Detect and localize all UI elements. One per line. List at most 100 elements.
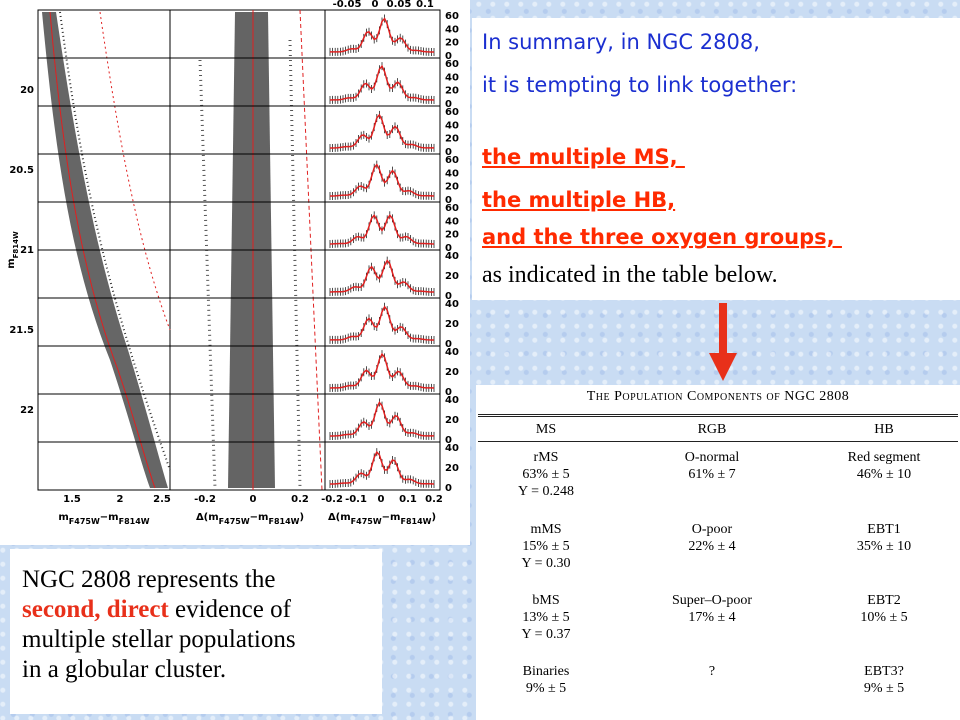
tick-label: 0: [378, 494, 385, 505]
y-axis-label: mF814W: [6, 231, 20, 269]
histogram-fit: [329, 64, 435, 101]
figure: mF814W mF475W−mF814W Δ(mF475W−mF814W) Δ(…: [0, 0, 470, 545]
table-cell: Y = 0.37: [521, 627, 571, 642]
tick-label: 0.2: [425, 494, 443, 505]
label-part: m: [6, 258, 17, 268]
conclusion-line: NGC 2808 represents the: [22, 566, 276, 593]
text: evidence of: [175, 596, 291, 623]
histogram-tick-label: 40: [445, 216, 459, 227]
histogram-fit: [329, 214, 435, 245]
table-cell: bMS: [532, 593, 560, 608]
tick-label: -0.05: [333, 0, 362, 10]
label-part: Δ(m: [196, 512, 219, 523]
histogram-tick-label: 20: [445, 319, 459, 330]
histogram-tick-label: 0: [445, 147, 452, 158]
table-cell: 61% ± 7: [688, 467, 736, 482]
table-cell: EBT1: [867, 522, 901, 537]
fiducial-line: [49, 11, 156, 489]
histogram-tick-label: 40: [445, 72, 459, 83]
histogram-tick-label: 0: [445, 243, 452, 254]
histogram-tick-label: 60: [445, 107, 459, 118]
tick-label: 20.5: [9, 165, 34, 176]
conclusion-line: second, direct evidence of: [22, 595, 382, 625]
histogram-tick-label: 60: [445, 155, 459, 166]
histogram-tick-label: 20: [445, 415, 459, 426]
histogram-tick-label: 20: [445, 38, 459, 49]
label-part: ): [299, 512, 304, 523]
summary-text: In summary, in NGC 2808,: [482, 30, 760, 54]
table-rule: [478, 416, 958, 417]
table-cell: 46% ± 10: [856, 467, 912, 482]
table-cell: O-poor: [691, 522, 733, 537]
histogram-tick-label: 0: [445, 291, 452, 302]
histogram-fit: [329, 113, 435, 149]
label-part: F814W: [119, 517, 150, 526]
histogram-tick-label: 20: [445, 367, 459, 378]
tick-label: 21.5: [9, 325, 34, 336]
x-axis-label: mF475W−mF814W: [58, 512, 149, 526]
label-part: −m: [100, 512, 119, 523]
histogram-tick-label: 20: [445, 86, 459, 97]
histogram-tick-label: 0: [445, 435, 452, 446]
histogram-tick-label: 40: [445, 120, 459, 131]
table-title: The Population Components of NGC 2808: [586, 389, 850, 404]
table-cell: rMS: [533, 450, 559, 465]
histogram-tick-label: 0: [445, 339, 452, 350]
label-part: −m: [382, 512, 401, 523]
histogram-tick-label: 40: [445, 299, 459, 310]
label-part: F475W: [69, 517, 100, 526]
tick-label: 0: [250, 494, 257, 505]
histogram-tick-label: 40: [445, 443, 459, 454]
table-cell: Y = 0.30: [521, 556, 571, 571]
summary-item: the multiple HB,: [482, 188, 676, 212]
tick-label: 20: [20, 85, 34, 96]
label-part: −m: [250, 512, 269, 523]
histogram-tick-label: 60: [445, 59, 459, 70]
x-axis-label: Δ(mF475W−mF814W): [196, 512, 304, 526]
tick-label: 0.1: [416, 0, 434, 10]
histogram-tick-label: 0: [445, 51, 452, 62]
table-cell: Super–O-poor: [671, 593, 753, 608]
tick-label: 0.2: [291, 494, 309, 505]
column-header: HB: [874, 422, 894, 437]
table-cell: 9% ± 5: [863, 681, 905, 696]
histogram-fit: [329, 401, 435, 437]
table-cell: 15% ± 5: [522, 539, 570, 554]
histogram-fit: [329, 352, 435, 389]
summary-item: the multiple MS,: [482, 145, 685, 169]
conclusion-line: multiple stellar populations: [22, 626, 296, 653]
label-part: F814W: [400, 517, 431, 526]
label-part: F814W: [12, 231, 20, 258]
table: The Population Components of NGC 2808 MS…: [476, 385, 960, 720]
table-cell: 63% ± 5: [522, 467, 570, 482]
histogram-tick-label: 40: [445, 24, 459, 35]
conclusion-box: NGC 2808 represents the second, direct e…: [10, 549, 382, 714]
histogram-tick-label: 40: [445, 251, 459, 262]
histogram-tick-label: 60: [445, 11, 459, 22]
tick-label: 2: [117, 494, 124, 505]
table-cell: Binaries: [522, 664, 570, 679]
table-cell: mMS: [530, 522, 562, 537]
table-rule: [478, 441, 958, 442]
histogram-tick-label: 20: [445, 230, 459, 241]
histogram-tick-label: 0: [445, 387, 452, 398]
histogram-fit: [329, 450, 435, 485]
tick-label: 21: [20, 245, 34, 256]
label-part: m: [58, 512, 68, 523]
table-cell: 35% ± 10: [856, 539, 912, 554]
histogram-tick-label: 60: [445, 203, 459, 214]
histogram-tick-label: 0: [445, 99, 452, 110]
limit-line: [99, 11, 171, 331]
label-part: ): [431, 512, 436, 523]
column-header: MS: [535, 422, 557, 437]
histogram-fit: [329, 305, 435, 341]
table-cell: 22% ± 4: [688, 539, 736, 554]
histogram-tick-label: 40: [445, 347, 459, 358]
table-cell: 17% ± 4: [688, 610, 736, 625]
histogram-tick-label: 20: [445, 271, 459, 282]
tick-label: -0.1: [345, 494, 367, 505]
table-cell: 9% ± 5: [525, 681, 567, 696]
histogram-fit: [329, 163, 435, 197]
summary-item: and the three oxygen groups,: [482, 225, 842, 249]
